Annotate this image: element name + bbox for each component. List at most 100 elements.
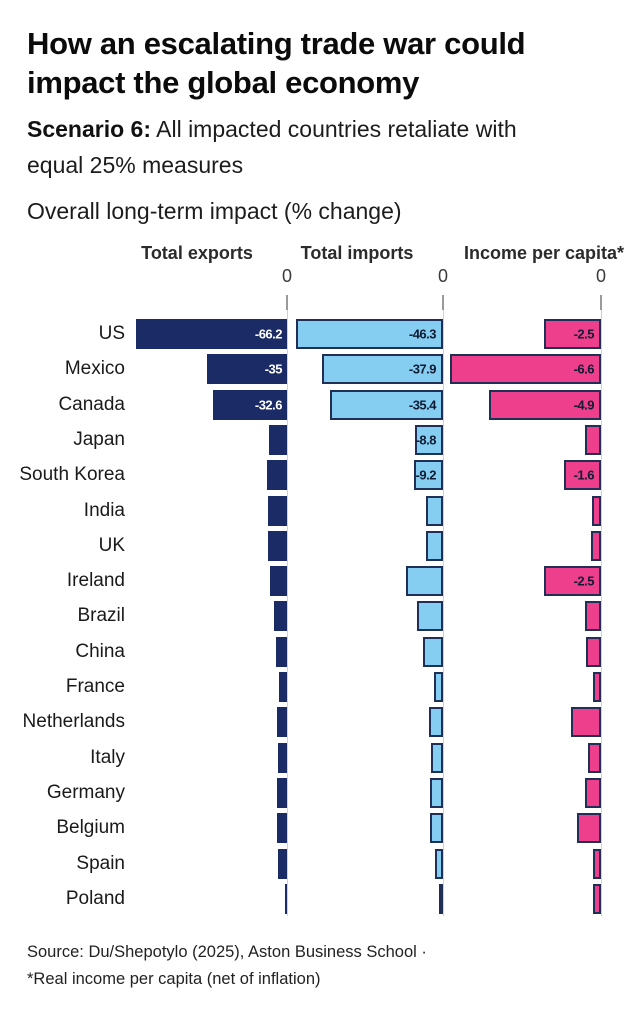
bar-total-exports-france [279,672,287,702]
bar-total-imports-japan: -8.8 [415,424,443,455]
country-label-south-korea: South Korea [19,464,125,486]
bar-total-imports-brazil [417,601,443,632]
bar-income-per-capita--mexico: -6.6 [450,354,601,385]
country-label-poland: Poland [65,887,125,909]
bar-total-imports-china [423,636,443,667]
axis-tick-income-per-capita- [600,295,602,310]
bar-value-income-per-capita--ireland: -2.5 [573,573,595,589]
bar-total-imports-poland [439,883,443,914]
axis-baseline-income-per-capita- [601,295,602,916]
bar-income-per-capita--belgium [577,813,601,844]
bar-total-imports-germany [430,777,443,808]
bar-total-imports-italy [431,742,443,773]
country-label-belgium: Belgium [56,817,125,839]
bar-total-exports-uk [268,530,287,561]
bar-value-income-per-capita--us: -2.5 [573,326,595,342]
bar-income-per-capita--brazil [585,601,601,632]
bar-income-per-capita--poland [593,883,601,914]
axis-tick-total-exports [286,295,288,310]
country-label-spain: Spain [76,852,125,874]
bar-total-exports-belgium [277,813,287,844]
bar-value-income-per-capita--mexico: -6.6 [573,361,595,377]
bar-total-imports-belgium [430,813,443,844]
bar-total-imports-spain [435,848,443,879]
bar-total-imports-france [434,672,443,702]
bar-total-imports-mexico: -37.9 [322,354,443,385]
bar-income-per-capita--china [586,636,601,667]
bar-total-imports-ireland [406,566,443,597]
country-label-ireland: Ireland [66,570,125,592]
bar-income-per-capita--spain [593,848,601,879]
country-label-uk: UK [98,534,125,556]
bar-income-per-capita--us: -2.5 [544,319,601,349]
bar-value-income-per-capita--canada: -4.9 [573,397,595,413]
country-label-italy: Italy [90,746,125,768]
bar-total-exports-netherlands [277,707,287,738]
country-label-brazil: Brazil [77,605,125,627]
bar-value-total-imports-mexico: -37.9 [408,361,437,377]
bar-total-exports-germany [277,777,287,808]
chart-title: How an escalating trade war could impact… [27,26,526,100]
bar-total-exports-mexico: -35 [207,354,287,385]
country-label-japan: Japan [73,428,125,450]
bar-total-exports-us: -66.2 [136,319,287,349]
bar-total-exports-poland [285,883,287,914]
axis-zero-label-total-imports: 0 [437,266,449,286]
bar-income-per-capita--uk [591,530,601,561]
bar-value-total-exports-canada: -32.6 [254,397,283,413]
bar-total-imports-uk [426,530,443,561]
bar-income-per-capita--japan [585,424,601,455]
bar-income-per-capita--canada: -4.9 [489,389,601,420]
footnote-line: *Real income per capita (net of inflatio… [27,970,321,988]
scenario-text: All impacted countries retaliate with eq… [27,116,517,178]
bar-total-exports-japan [269,424,287,455]
bar-value-total-imports-us: -46.3 [408,326,437,342]
country-label-germany: Germany [46,781,125,803]
bar-total-exports-canada: -32.6 [213,389,287,420]
country-label-china: China [75,640,125,662]
scenario-label: Scenario 6: [27,116,151,142]
country-label-canada: Canada [58,393,125,415]
bar-total-exports-south-korea [267,460,287,491]
measure-note: Overall long-term impact (% change) [27,198,402,224]
bar-value-total-imports-south-korea: -9.2 [415,467,437,483]
source-line: Source: Du/Shepotylo (2025), Aston Busin… [27,943,427,961]
country-label-france: France [65,676,125,697]
bar-value-income-per-capita--south-korea: -1.6 [573,467,595,483]
bar-income-per-capita--india [592,495,601,526]
bar-total-imports-us: -46.3 [296,319,443,349]
bar-total-imports-canada: -35.4 [330,389,443,420]
bar-value-total-exports-us: -66.2 [254,326,283,342]
axis-tick-total-imports [442,295,444,310]
chart-subtitle: Scenario 6: All impacted countries retal… [27,111,572,183]
bar-value-total-exports-mexico: -35 [264,361,283,377]
bar-total-exports-ireland [270,566,287,597]
country-label-netherlands: Netherlands [22,711,125,733]
bar-total-exports-italy [278,742,287,773]
bar-income-per-capita--ireland: -2.5 [544,566,601,597]
column-header-total-exports: Total exports [141,243,253,263]
bar-total-exports-china [276,636,287,667]
country-label-mexico: Mexico [64,358,125,380]
axis-zero-label-total-exports: 0 [281,266,293,286]
bar-income-per-capita--netherlands [571,707,601,738]
bar-total-exports-india [268,495,287,526]
axis-zero-label-income-per-capita-: 0 [595,266,607,286]
bar-total-imports-south-korea: -9.2 [414,460,443,491]
column-header-total-imports: Total imports [300,243,414,263]
bar-income-per-capita--south-korea: -1.6 [564,460,601,491]
country-label-us: US [98,323,125,344]
bar-value-total-imports-canada: -35.4 [408,397,437,413]
bar-income-per-capita--france [593,672,601,702]
bar-total-imports-india [426,495,443,526]
axis-baseline-total-imports [443,295,444,916]
axis-baseline-total-exports [287,295,288,916]
bar-total-exports-brazil [274,601,287,632]
bar-value-total-imports-japan: -8.8 [415,432,437,448]
country-label-india: India [83,499,125,521]
bar-total-imports-netherlands [429,707,443,738]
bar-total-exports-spain [278,848,287,879]
bar-income-per-capita--germany [585,777,601,808]
column-header-income-per-capita-: Income per capita* [463,243,625,263]
